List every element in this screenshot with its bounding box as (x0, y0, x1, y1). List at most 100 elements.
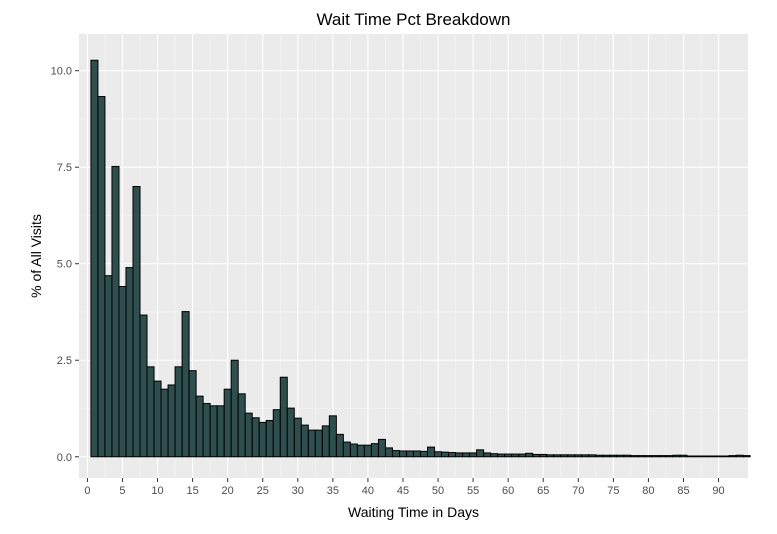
bar (244, 412, 253, 458)
y-tick-label: 5.0 (57, 259, 72, 271)
bar (588, 454, 597, 458)
bar (525, 452, 534, 458)
bar (595, 454, 604, 458)
bar (118, 286, 127, 458)
bar (209, 405, 218, 458)
x-tick-label: 50 (432, 485, 444, 497)
x-tick-label: 5 (119, 485, 125, 497)
x-tick-label: 40 (362, 485, 374, 497)
x-tick-label: 25 (257, 485, 269, 497)
bar (728, 455, 737, 458)
bar (616, 454, 625, 458)
bar (195, 395, 204, 458)
bar (223, 388, 232, 458)
bar (216, 405, 225, 458)
bar (623, 454, 632, 458)
x-tick-label: 35 (327, 485, 339, 497)
bar (139, 314, 148, 458)
bar (742, 455, 751, 458)
bar (700, 455, 709, 458)
bar (665, 455, 674, 458)
bar (609, 454, 618, 458)
bar (490, 453, 499, 458)
bar (532, 453, 541, 458)
x-tick-label: 15 (186, 485, 198, 497)
bar (188, 370, 197, 458)
bar (384, 447, 393, 458)
bar (251, 417, 260, 458)
bar (630, 455, 639, 458)
bar (405, 450, 415, 458)
x-tick-label: 55 (467, 485, 479, 497)
y-tick-label: 7.5 (57, 162, 72, 174)
bar (132, 186, 141, 458)
bar (90, 59, 99, 458)
bar (160, 388, 169, 458)
bar (300, 424, 309, 458)
bar (265, 419, 274, 458)
bar (413, 450, 422, 458)
bar (153, 380, 162, 458)
x-tick-label: 70 (572, 485, 584, 497)
bar (560, 454, 569, 458)
bar (567, 454, 576, 458)
bar (104, 275, 113, 458)
bar (714, 455, 723, 458)
bar (574, 454, 583, 458)
x-tick-label: 80 (642, 485, 654, 497)
bar (342, 441, 351, 458)
bar (237, 393, 246, 458)
bar (581, 454, 590, 458)
bar (202, 402, 211, 458)
bar (370, 443, 379, 458)
bar (672, 454, 681, 458)
bar (181, 311, 190, 458)
bar (511, 453, 520, 458)
bar (335, 433, 344, 458)
bar (167, 384, 176, 458)
bar (146, 366, 155, 458)
x-axis-ticks: 0 5 10 15 20 25 30 35 40 45 50 55 60 65 70 75 80 85 90 (84, 478, 725, 497)
y-tick-label: 2.5 (57, 355, 72, 367)
bar (462, 452, 471, 458)
chart-title: Wait Time Pct Breakdown (317, 10, 511, 29)
x-tick-label: 45 (397, 485, 409, 497)
y-tick-label: 10.0 (51, 66, 72, 78)
bar (420, 450, 429, 458)
bar (349, 443, 358, 458)
x-tick-label: 85 (677, 485, 689, 497)
bar (539, 453, 548, 458)
bar (546, 454, 555, 458)
bar (314, 429, 323, 458)
bar (377, 438, 386, 458)
bar (469, 452, 478, 458)
bar (293, 417, 302, 458)
y-axis-title: % of All Visits (28, 214, 44, 298)
bar (258, 421, 267, 458)
bar (97, 96, 106, 458)
bar (693, 455, 702, 458)
bar (279, 376, 288, 458)
y-tick-label: 0.0 (57, 452, 72, 464)
bar (518, 453, 527, 458)
bar (483, 452, 492, 458)
x-tick-label: 90 (712, 485, 724, 497)
bar (111, 165, 120, 458)
x-tick-label: 75 (607, 485, 619, 497)
bar (125, 267, 134, 458)
bar (658, 455, 667, 458)
bars (90, 59, 751, 458)
bar (391, 450, 400, 458)
x-tick-label: 60 (502, 485, 514, 497)
bar (553, 454, 562, 458)
bar (174, 366, 183, 458)
bar (286, 407, 295, 458)
y-axis-ticks: 0.0 2.5 5.0 7.5 10.0 (51, 66, 79, 464)
bar (602, 454, 611, 458)
x-tick-label: 0 (84, 485, 90, 497)
x-tick-label: 65 (537, 485, 549, 497)
bar (230, 359, 239, 458)
x-axis-title: Waiting Time in Days (348, 504, 479, 520)
bar (735, 454, 744, 458)
